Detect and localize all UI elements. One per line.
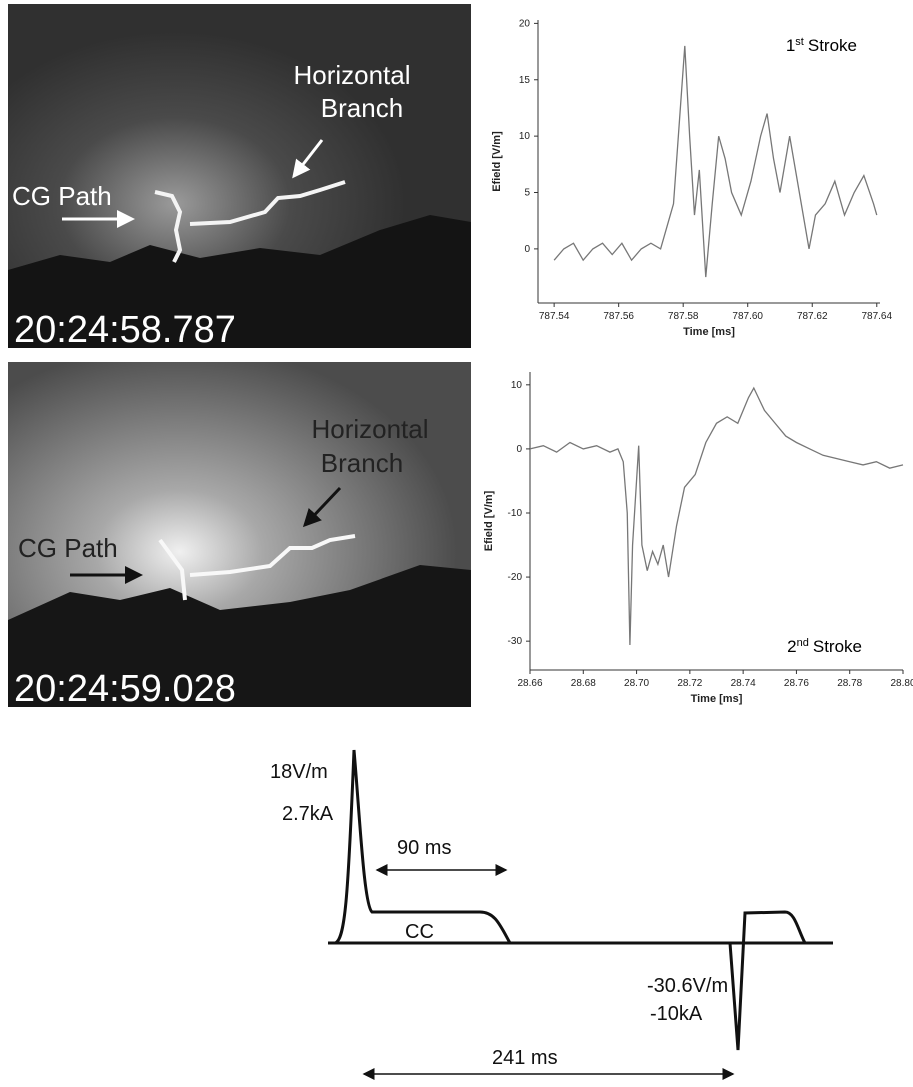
- label: -10kA: [650, 1003, 703, 1025]
- x-tick-label: 28.80: [890, 678, 913, 689]
- negative-waveform: [728, 910, 807, 1051]
- annotation: 1: [786, 36, 795, 55]
- schematic: [328, 749, 833, 1080]
- x-tick-label: 787.62: [797, 311, 828, 322]
- label: 241 ms: [492, 1047, 558, 1069]
- x-tick-label: 28.74: [731, 678, 756, 689]
- x-tick-label: 28.68: [571, 678, 596, 689]
- y-tick-label: 5: [524, 188, 530, 199]
- y-tick-label: 0: [524, 244, 530, 255]
- x-tick-label: 787.56: [603, 311, 634, 322]
- positive-waveform: [334, 749, 512, 945]
- x-tick-label: 787.58: [668, 311, 699, 322]
- y-tick-label: 15: [519, 75, 531, 86]
- branch-label: Horizontal: [311, 414, 428, 444]
- branch-label: Branch: [321, 93, 403, 123]
- y-axis-label: Efield [V/m]: [483, 490, 495, 551]
- timestamp: 20:24:59.028: [14, 668, 236, 710]
- x-tick-label: 28.72: [677, 678, 702, 689]
- branch-label: Branch: [321, 448, 403, 478]
- y-tick-label: -10: [508, 508, 523, 519]
- annotation: 2nd Stroke: [787, 637, 862, 656]
- x-tick-label: 787.54: [539, 311, 570, 322]
- x-axis-label: Time [ms]: [683, 326, 735, 338]
- annotation: 1st Stroke: [786, 36, 857, 55]
- annotation: nd: [797, 637, 809, 649]
- timestamp: 20:24:58.787: [14, 309, 236, 351]
- label: 18V/m: [270, 761, 328, 783]
- y-tick-label: 10: [511, 380, 523, 391]
- x-tick-label: 28.78: [837, 678, 862, 689]
- photo: CG Path Horizontal Branch 20:24:58.787: [8, 4, 471, 351]
- x-axis-label: Time [ms]: [691, 693, 743, 705]
- x-tick-label: 787.60: [732, 311, 763, 322]
- data-line: [553, 45, 878, 278]
- y-tick-label: -20: [508, 572, 523, 583]
- annotation: Stroke: [808, 36, 857, 55]
- x-tick-label: 28.66: [517, 678, 542, 689]
- y-tick-label: -30: [508, 636, 523, 647]
- label: 90 ms: [397, 837, 451, 859]
- x-tick-label: 28.70: [624, 678, 649, 689]
- path-label: CG Path: [12, 181, 112, 211]
- branch-label: Horizontal: [293, 60, 410, 90]
- data-line: [529, 386, 904, 646]
- label: -30.6V/m: [647, 975, 728, 997]
- label: 2.7kA: [282, 803, 334, 825]
- label: CC: [405, 921, 434, 943]
- y-tick-label: 20: [519, 18, 531, 29]
- annotation: Stroke: [813, 637, 862, 656]
- y-tick-label: 0: [516, 444, 522, 455]
- annotation: st: [795, 36, 804, 48]
- x-tick-label: 28.76: [784, 678, 809, 689]
- path-label: CG Path: [18, 533, 118, 563]
- x-tick-label: 787.64: [861, 311, 892, 322]
- y-tick-label: 10: [519, 131, 531, 142]
- photo: CG Path Horizontal Branch 20:24:59.028: [8, 362, 471, 710]
- annotation: 2: [787, 637, 796, 656]
- y-axis-label: Efield [V/m]: [491, 131, 503, 192]
